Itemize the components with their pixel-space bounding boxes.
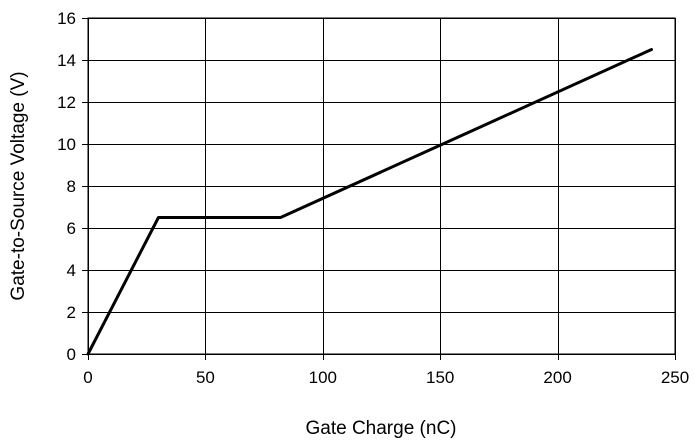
series-line — [86, 48, 654, 356]
x-tick-labels: 0 50 100 150 200 250 — [83, 368, 689, 387]
x-axis-title: Gate Charge (nC) — [305, 418, 456, 439]
y-tick-label: 8 — [67, 177, 76, 196]
x-tick-label: 0 — [83, 368, 92, 387]
series-group — [86, 48, 654, 356]
x-tick-label: 200 — [543, 368, 571, 387]
y-tick-label: 12 — [57, 93, 76, 112]
y-tick-label: 4 — [67, 261, 76, 280]
y-tick-label: 16 — [57, 9, 76, 28]
y-tick-label: 6 — [67, 219, 76, 238]
x-tick-label: 50 — [196, 368, 215, 387]
y-tick-label: 14 — [57, 51, 76, 70]
y-tick-label: 2 — [67, 303, 76, 322]
y-axis-title: Gate-to-Source Voltage (V) — [8, 71, 29, 300]
vertical-gridlines — [88, 18, 676, 360]
y-tick-label: 10 — [57, 135, 76, 154]
y-tick-labels: 0 2 4 6 8 10 12 14 16 — [57, 9, 76, 364]
x-tick-label: 100 — [309, 368, 337, 387]
x-tick-label: 250 — [661, 368, 689, 387]
horizontal-gridlines — [82, 18, 675, 355]
x-tick-label: 150 — [426, 368, 454, 387]
y-tick-label: 0 — [67, 345, 76, 364]
